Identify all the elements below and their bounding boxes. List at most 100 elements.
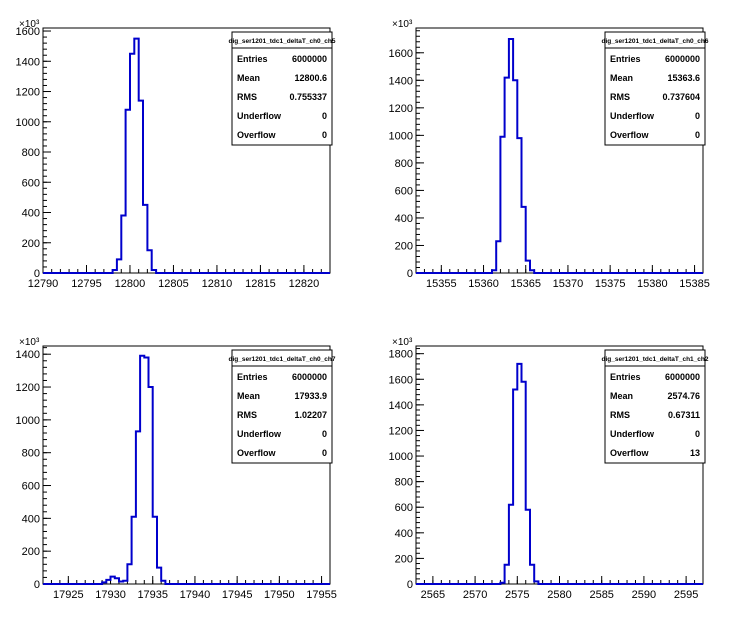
histogram-bin (132, 517, 136, 584)
stats-title: dig_ser1201_tdc1_deltaT_ch1_ch2 (602, 356, 709, 363)
stats-value: 13 (690, 448, 700, 458)
histogram-bin (153, 517, 157, 584)
stats-label: Underflow (610, 429, 655, 439)
stats-label: RMS (237, 92, 257, 102)
stats-label: Mean (237, 73, 260, 83)
y-multiplier-label: ×10³ (19, 19, 40, 30)
stats-label: Mean (610, 73, 633, 83)
y-tick-label: 600 (22, 177, 40, 189)
histogram-bin (140, 356, 144, 584)
stats-value: 12800.6 (294, 73, 327, 83)
y-tick-label: 1200 (16, 382, 40, 394)
histogram-panel-1: 0 200 400 600 800 1000 1200 1400 1600 12790 12795 1… (16, 19, 336, 290)
y-tick-label: 200 (395, 240, 413, 252)
stats-label: Mean (237, 391, 260, 401)
histogram-bin (509, 39, 513, 273)
histogram-panel-2: 0 200 400 600 800 1000 1200 1400 1600 15355 15360 1… (389, 19, 710, 290)
y-tick-label: 1000 (16, 117, 40, 129)
stats-value: 1.02207 (294, 410, 327, 420)
stats-label: RMS (610, 92, 630, 102)
stats-title: dig_ser1201_tdc1_deltaT_ch0_ch5 (229, 38, 336, 45)
x-tick-label: 15370 (553, 278, 584, 290)
y-tick-label: 1000 (16, 415, 40, 427)
stats-value: 17933.9 (294, 391, 327, 401)
x-tick-label: 12805 (158, 278, 189, 290)
x-tick-label: 12790 (28, 278, 59, 290)
histogram-bin (149, 387, 153, 584)
y-tick-label: 1400 (389, 400, 413, 412)
stats-value: 0 (695, 429, 700, 439)
stats-label: Entries (610, 54, 641, 64)
histogram-bin (492, 270, 496, 273)
y-tick-label: 400 (22, 208, 40, 220)
histogram-bin (500, 583, 504, 584)
stats-label: Overflow (610, 130, 650, 140)
histogram-bin (139, 101, 143, 273)
y-tick-label: 0 (34, 579, 40, 591)
stats-value: 0 (322, 429, 327, 439)
y-tick-label: 1400 (16, 349, 40, 361)
histogram-line (416, 38, 703, 274)
histogram-bin (119, 582, 123, 584)
x-tick-label: 12815 (245, 278, 276, 290)
histogram-bin (522, 382, 526, 584)
stats-value: 2574.76 (667, 391, 700, 401)
y-tick-label: 800 (395, 158, 413, 170)
x-tick-label: 2595 (674, 589, 698, 601)
y-tick-label: 800 (395, 477, 413, 489)
y-tick-label: 1000 (389, 451, 413, 463)
x-tick-label: 17940 (180, 589, 211, 601)
stats-label: Overflow (610, 448, 650, 458)
histogram-bin (517, 364, 521, 584)
histogram-bin (115, 578, 119, 584)
x-tick-label: 15380 (637, 278, 668, 290)
histogram-bin (526, 510, 530, 584)
y-tick-label: 1200 (389, 103, 413, 115)
y-tick-label: 800 (22, 448, 40, 460)
x-tick-label: 17950 (264, 589, 295, 601)
histogram-bin (123, 581, 127, 584)
y-tick-label: 800 (22, 147, 40, 159)
histogram-bin (161, 581, 165, 584)
histogram-bin (157, 568, 161, 584)
stats-value: 0.67311 (668, 410, 700, 420)
y-tick-label: 600 (395, 185, 413, 197)
y-tick-label: 400 (395, 213, 413, 225)
histogram-bin (113, 270, 117, 273)
x-tick-label: 15385 (679, 278, 710, 290)
x-tick-label: 17930 (95, 589, 126, 601)
stats-box (604, 31, 706, 146)
y-tick-label: 200 (22, 546, 40, 558)
y-tick-label: 1800 (389, 349, 413, 361)
histogram-bin (496, 241, 500, 273)
histogram-bin (144, 357, 148, 584)
x-tick-label: 12810 (202, 278, 233, 290)
stats-label: Entries (237, 372, 268, 382)
y-tick-label: 1200 (389, 425, 413, 437)
stats-value: 6000000 (665, 54, 700, 64)
histogram-bin (513, 390, 517, 584)
stats-value: 0 (322, 448, 327, 458)
y-tick-label: 1400 (16, 56, 40, 68)
x-tick-label: 2580 (547, 589, 571, 601)
stats-label: RMS (237, 410, 257, 420)
histogram-bin (505, 565, 509, 584)
x-tick-label: 17945 (222, 589, 253, 601)
y-tick-label: 1600 (389, 374, 413, 386)
stats-value: 0 (322, 130, 327, 140)
stats-box (231, 31, 333, 146)
histogram-bin (147, 250, 151, 273)
stats-title: dig_ser1201_tdc1_deltaT_ch0_ch6 (602, 38, 709, 45)
x-tick-label: 2590 (632, 589, 656, 601)
histogram-bin (143, 205, 147, 273)
stats-value: 6000000 (292, 372, 327, 382)
x-tick-label: 12795 (71, 278, 102, 290)
histogram-bin (513, 80, 517, 273)
histogram-bin (136, 431, 140, 584)
histogram-bin (126, 110, 130, 273)
x-tick-label: 15365 (510, 278, 541, 290)
y-tick-label: 0 (407, 579, 413, 591)
stats-label: Mean (610, 391, 633, 401)
stats-title: dig_ser1201_tdc1_deltaT_ch0_ch7 (229, 356, 336, 363)
